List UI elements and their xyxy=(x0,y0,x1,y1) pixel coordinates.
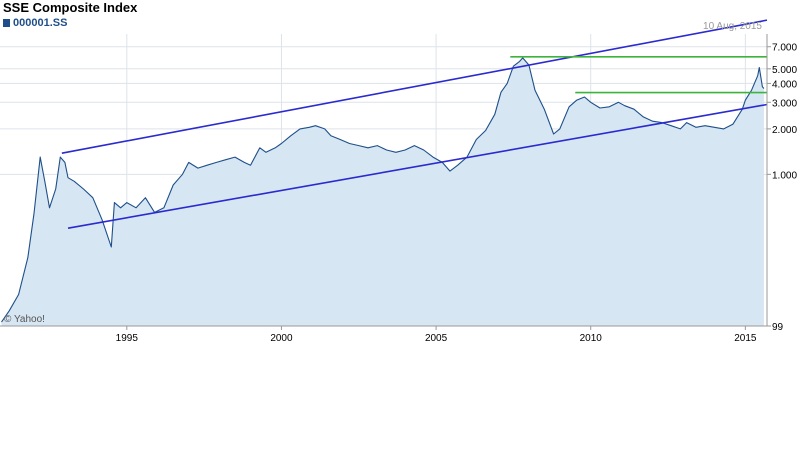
axes: 7.000 5.000 4.000 3.000 2.000 1.000 99 1995 2000… xyxy=(0,34,797,344)
credit-label: © Yahoo! xyxy=(4,314,45,325)
y-tick-label-1: 5.000 xyxy=(772,65,797,76)
legend: 000001.SS xyxy=(3,17,67,29)
y-tick-label-5: 1.000 xyxy=(772,170,797,181)
x-tick-label-4: 2015 xyxy=(734,333,757,344)
legend-series-name: 000001.SS xyxy=(13,17,68,29)
trend-lines xyxy=(61,19,768,229)
y-tick-label-4: 2.000 xyxy=(772,125,797,136)
series-area-fill xyxy=(1,57,764,327)
y-tick-label-3: 3.000 xyxy=(772,98,797,109)
price-area xyxy=(1,57,765,327)
trend-line-0 xyxy=(61,19,768,155)
trend-line-1 xyxy=(67,103,768,229)
y-tick-label-6: 99 xyxy=(772,322,784,333)
date-label: 10 Aug, 2015 xyxy=(703,21,762,32)
x-tick-label-1: 2000 xyxy=(270,333,293,344)
legend-swatch xyxy=(3,19,10,27)
x-tick-label-3: 2010 xyxy=(580,333,603,344)
x-tick-label-2: 2005 xyxy=(425,333,448,344)
y-tick-label-2: 4.000 xyxy=(772,79,797,90)
chart-title: SSE Composite Index xyxy=(3,0,138,15)
x-tick-label-0: 1995 xyxy=(116,333,139,344)
y-tick-label-0: 7.000 xyxy=(772,43,797,54)
series-line xyxy=(1,57,765,323)
